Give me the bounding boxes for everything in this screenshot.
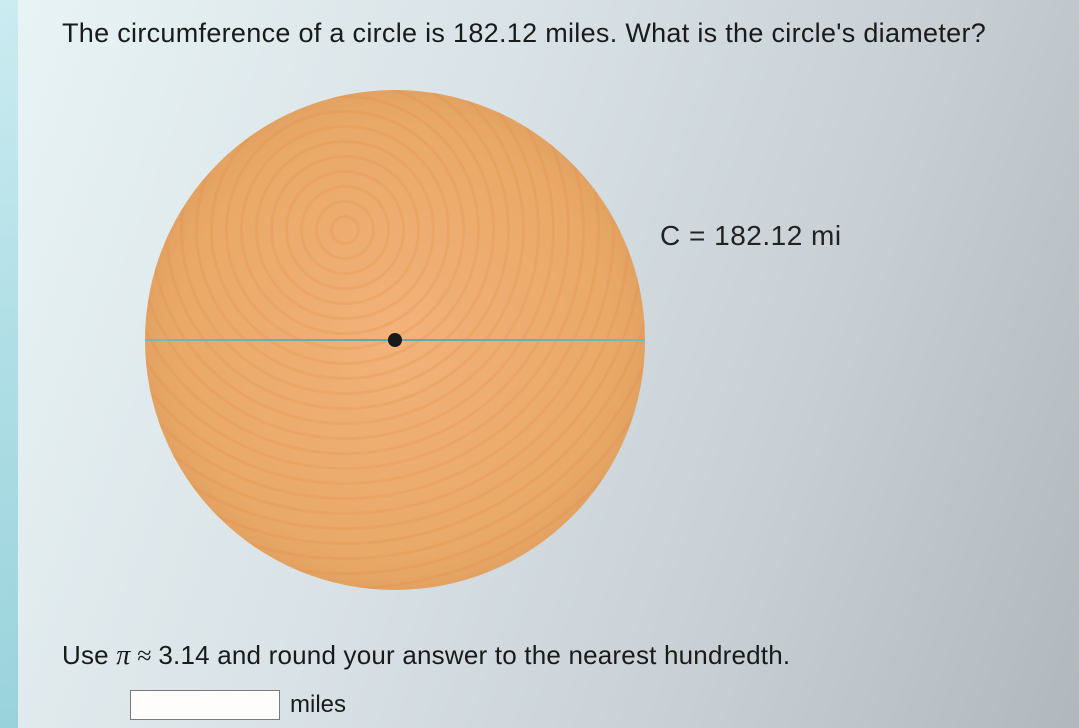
figure-area: C = 182.12 mi (0, 80, 1079, 620)
approx-symbol: ≈ (131, 641, 159, 670)
answer-row: miles (130, 690, 346, 720)
instruction-suffix: and round your answer to the nearest hun… (210, 640, 791, 670)
pi-value: 3.14 (158, 640, 209, 670)
instruction-text: Use π ≈ 3.14 and round your answer to th… (62, 640, 790, 672)
question-text: The circumference of a circle is 182.12 … (62, 18, 1059, 49)
answer-input[interactable] (130, 690, 280, 720)
center-dot (388, 333, 402, 347)
instruction-prefix: Use (62, 640, 116, 670)
circle-shape (145, 90, 645, 590)
circle-figure (145, 90, 645, 590)
answer-unit: miles (290, 691, 346, 719)
circumference-label: C = 182.12 mi (660, 220, 842, 252)
pi-symbol: π (116, 640, 130, 671)
